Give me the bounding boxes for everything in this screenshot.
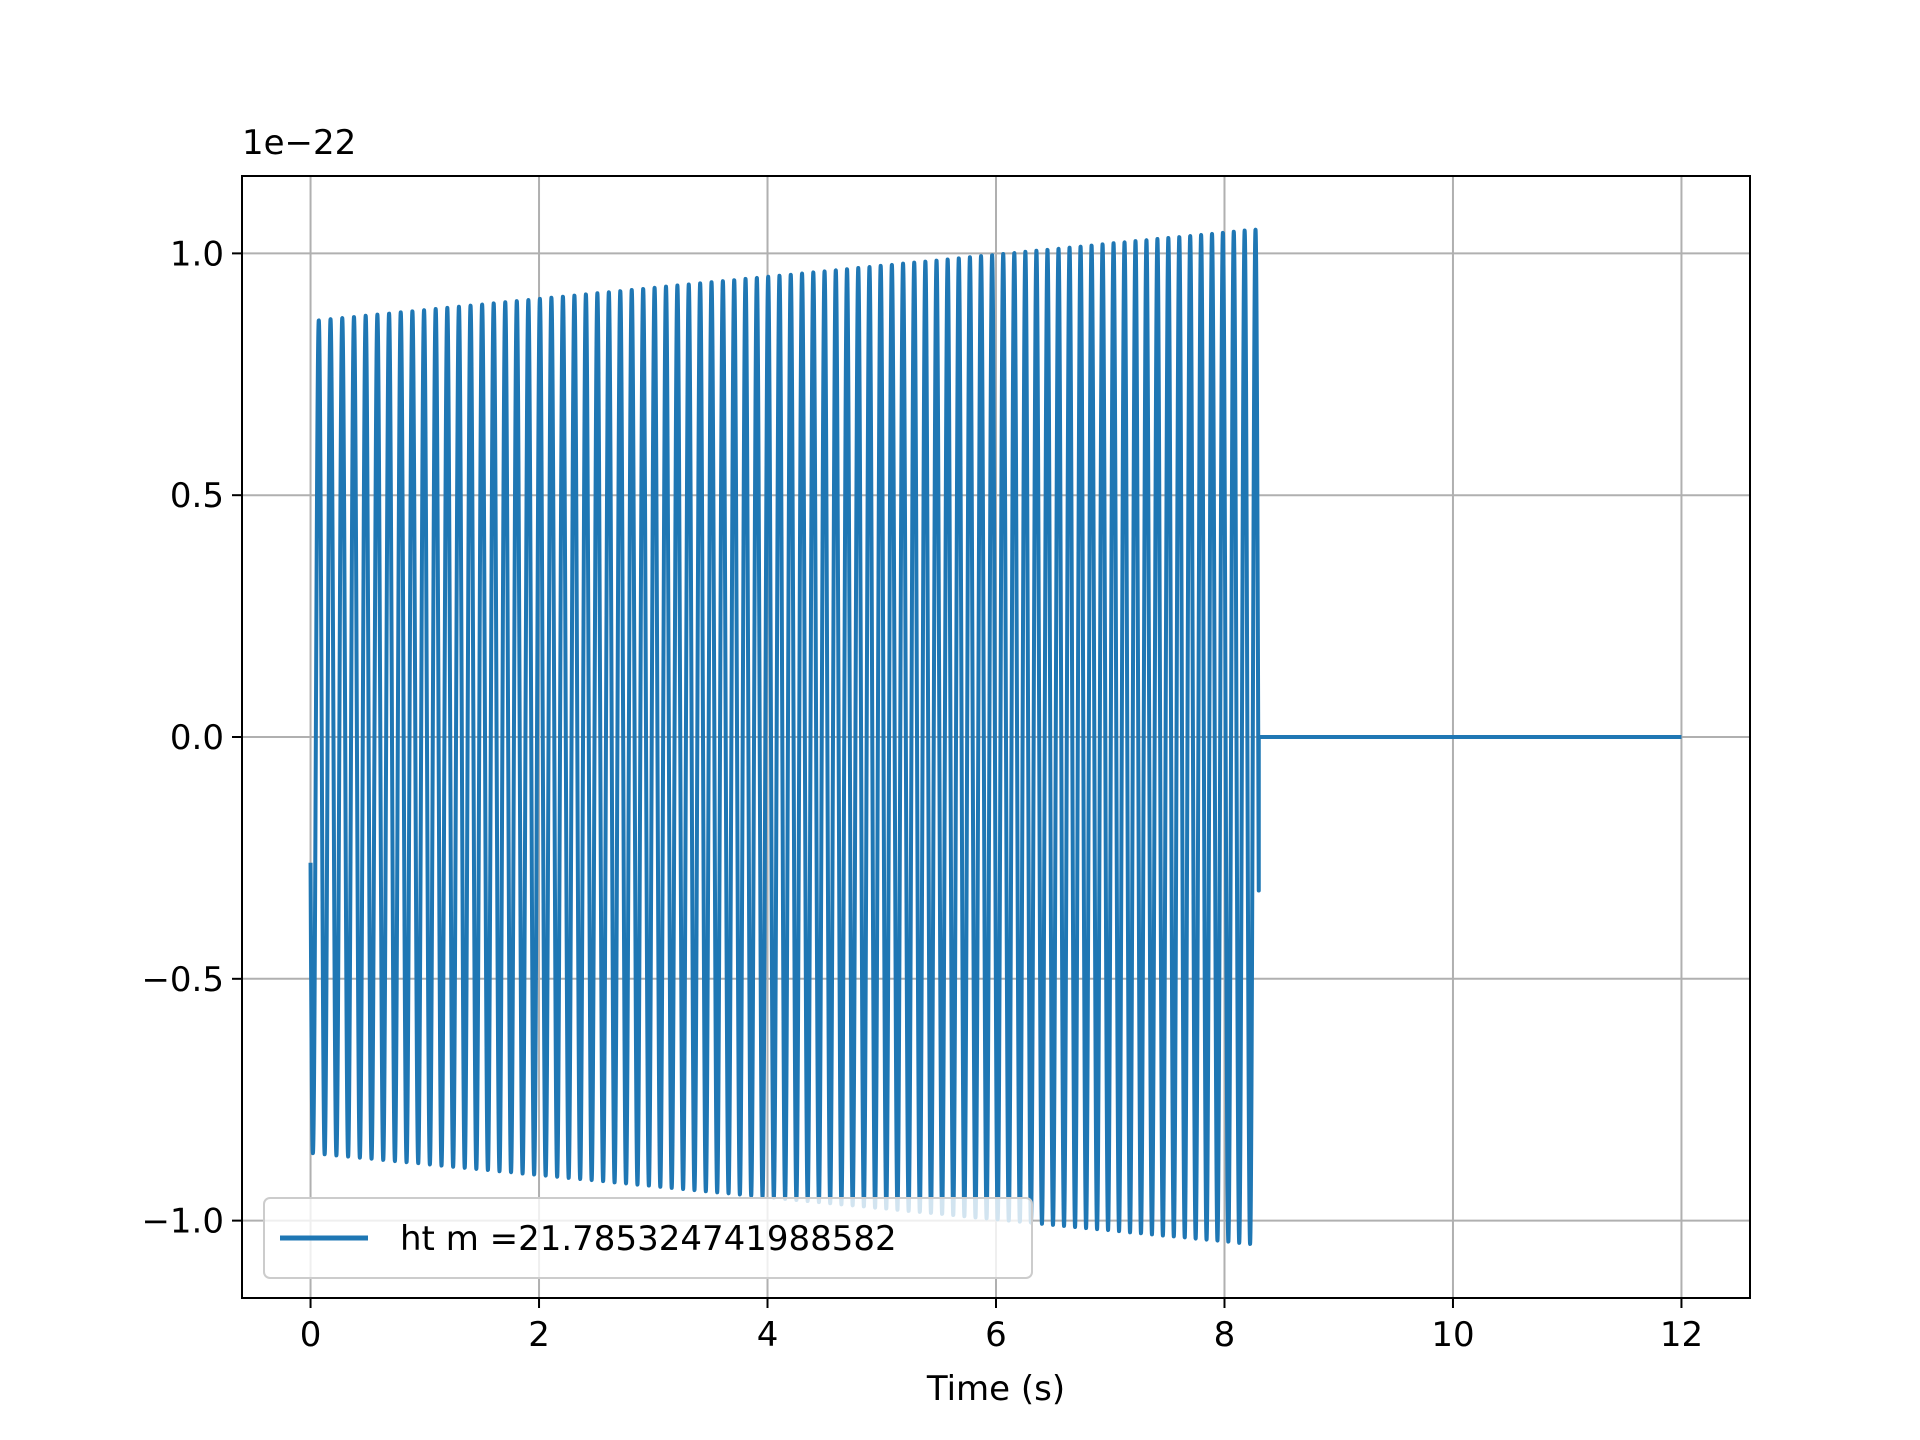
x-axis: 0 2 4 6 8 10 12 [300,1298,1703,1355]
x-tick-label: 12 [1660,1315,1703,1355]
x-tick-label: 4 [757,1315,779,1355]
x-tick-label: 2 [528,1315,550,1355]
y-offset-text: 1e−22 [242,123,356,163]
x-tick-label: 10 [1431,1315,1474,1355]
y-tick-label: −0.5 [141,960,224,1000]
series-line-0 [308,227,1682,1246]
y-tick-label: 1.0 [170,234,224,274]
x-axis-label: Time (s) [926,1369,1065,1409]
y-axis: −1.0 −0.5 0.0 0.5 1.0 [141,234,242,1242]
legend: ht m =21.785324741988582 [263,1197,1033,1279]
y-tick-label: −1.0 [141,1202,224,1242]
x-tick-label: 8 [1214,1315,1236,1355]
legend-entry-label: ht m =21.785324741988582 [400,1219,897,1259]
x-tick-label: 0 [300,1315,322,1355]
x-tick-label: 6 [985,1315,1007,1355]
plot-area [308,227,1682,1246]
y-tick-label: 0.0 [170,718,224,758]
legend-box [263,1197,1033,1279]
y-tick-label: 0.5 [170,476,224,516]
